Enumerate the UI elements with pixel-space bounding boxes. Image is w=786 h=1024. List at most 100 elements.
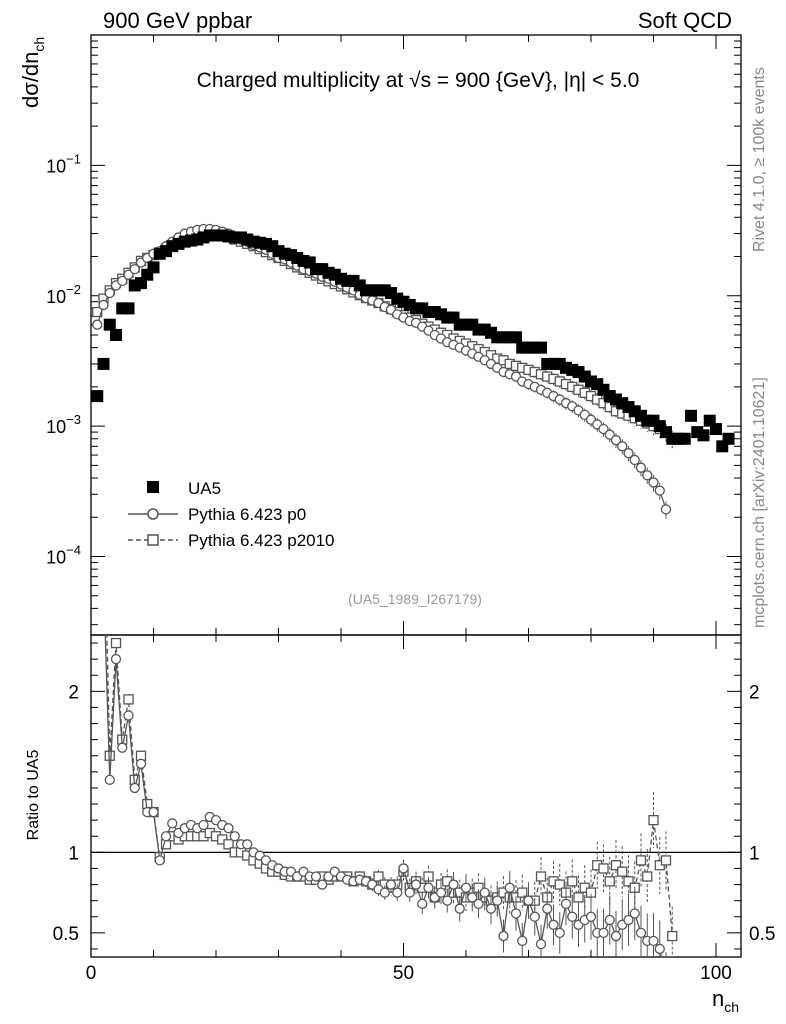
main-point	[610, 435, 622, 446]
ratio-y-axis-label: Ratio to UA5	[25, 750, 42, 841]
ratio-point	[135, 758, 147, 769]
main-point	[98, 299, 109, 311]
main-y-tick-label-exp: −2	[66, 282, 81, 297]
main-point	[91, 390, 104, 403]
main-point	[160, 245, 172, 258]
legend-marker-ua5	[147, 481, 159, 493]
ratio-point	[498, 930, 509, 942]
main-y-tick-label: 10−1	[46, 151, 81, 176]
ratio-point	[623, 876, 634, 887]
ratio-plot-border	[90, 634, 742, 958]
ratio-y-tick-label-left: 0.5	[53, 924, 79, 945]
mcplots-side-label: mcplots.cern.ch [arXiv:2401.10621]	[751, 377, 768, 628]
main-point	[123, 269, 134, 280]
ratio-point	[492, 895, 503, 906]
ratio-y-tick-label-right: 1	[749, 843, 760, 864]
ratio-point	[242, 839, 253, 850]
main-point	[272, 245, 285, 258]
ratio-x-axis-label-sub: ch	[724, 999, 739, 1015]
ratio-point	[542, 903, 553, 914]
ratio-point	[417, 898, 428, 910]
main-series-filled-square	[91, 229, 735, 453]
ratio-point	[148, 806, 159, 818]
main-y-tick-label-exp: −1	[66, 151, 81, 166]
ratio-point	[435, 887, 447, 898]
main-series-line	[96, 232, 673, 440]
ratio-x-tick-label: 0	[86, 963, 97, 984]
main-point	[604, 429, 615, 440]
ratio-plot-frame	[90, 634, 742, 958]
legend-label-p0: Pythia 6.423 p0	[188, 505, 306, 524]
main-point	[104, 287, 115, 299]
main-point	[147, 261, 160, 274]
ratio-point	[385, 879, 397, 890]
ratio-point	[392, 887, 403, 898]
legend: UA5 Pythia 6.423 p0 Pythia 6.423 p2010	[128, 479, 335, 550]
ratio-point	[398, 863, 409, 874]
ratio-point	[567, 911, 578, 922]
main-y-tick-label: 10−3	[46, 412, 81, 437]
header-left-label: 900 GeV ppbar	[103, 8, 252, 33]
ratio-point	[460, 882, 472, 893]
ratio-point	[160, 831, 172, 842]
ratio-x-axis-label: nch	[712, 986, 739, 1015]
ratio-point	[610, 930, 622, 942]
ratio-point	[317, 879, 328, 890]
ratio-point	[635, 927, 647, 938]
ratio-y-tick-label-left: 1	[68, 843, 79, 864]
ratio-point	[610, 860, 622, 871]
ratio-point	[123, 694, 134, 705]
legend-label-p2010: Pythia 6.423 p2010	[188, 531, 335, 550]
ratio-point	[623, 914, 634, 926]
main-y-tick-label-base: 10	[46, 548, 66, 568]
legend-label-ua5: UA5	[188, 479, 221, 498]
ratio-x-tick-label: 100	[700, 963, 732, 984]
main-point	[122, 302, 135, 315]
main-point	[722, 432, 735, 445]
ratio-series	[104, 635, 678, 957]
ratio-point	[598, 927, 609, 938]
main-point	[103, 318, 116, 331]
main-y-axis-label-sub: ch	[31, 37, 47, 52]
main-y-tick-label: 10−4	[46, 543, 81, 568]
ratio-y-tick-label-left: 2	[68, 682, 79, 703]
ratio-point	[223, 823, 234, 834]
main-point	[635, 462, 647, 473]
ratio-point	[604, 914, 615, 926]
main-y-tick-label-base: 10	[46, 156, 66, 176]
ratio-ticks: 0.5 0.5 1 1 2 2 0 50 100	[53, 635, 775, 984]
main-y-tick-label-base: 10	[46, 287, 66, 307]
ratio-point	[504, 882, 515, 893]
ratio-point	[648, 935, 659, 947]
ratio-point	[523, 895, 534, 906]
main-point	[129, 263, 140, 275]
ratio-point	[554, 927, 565, 938]
ratio-point	[473, 898, 484, 910]
ratio-point	[485, 903, 497, 914]
main-y-axis-label: dσ/dnch	[18, 37, 47, 108]
main-y-tick-label-exp: −3	[66, 412, 81, 427]
ratio-point	[123, 710, 134, 721]
main-point	[685, 409, 697, 422]
main-point	[535, 341, 547, 354]
main-point	[598, 423, 609, 435]
ratio-point	[585, 911, 597, 922]
ratio-point	[379, 887, 390, 898]
ratio-point	[567, 876, 578, 887]
legend-marker-p0	[147, 508, 159, 520]
ratio-point	[454, 903, 465, 914]
ratio-point	[404, 887, 415, 898]
ratio-y-tick-label-right: 2	[749, 682, 760, 703]
analysis-id-annotation: (UA5_1989_I267179)	[348, 591, 482, 607]
main-point	[510, 331, 522, 344]
ratio-point	[110, 637, 122, 649]
ratio-point	[510, 908, 522, 919]
main-point	[648, 477, 659, 488]
ratio-point	[548, 919, 559, 930]
main-point	[117, 275, 128, 287]
main-point	[623, 448, 634, 459]
ratio-point	[129, 782, 140, 794]
ratio-point	[617, 866, 628, 877]
main-point	[617, 441, 628, 452]
ratio-point	[117, 742, 128, 753]
